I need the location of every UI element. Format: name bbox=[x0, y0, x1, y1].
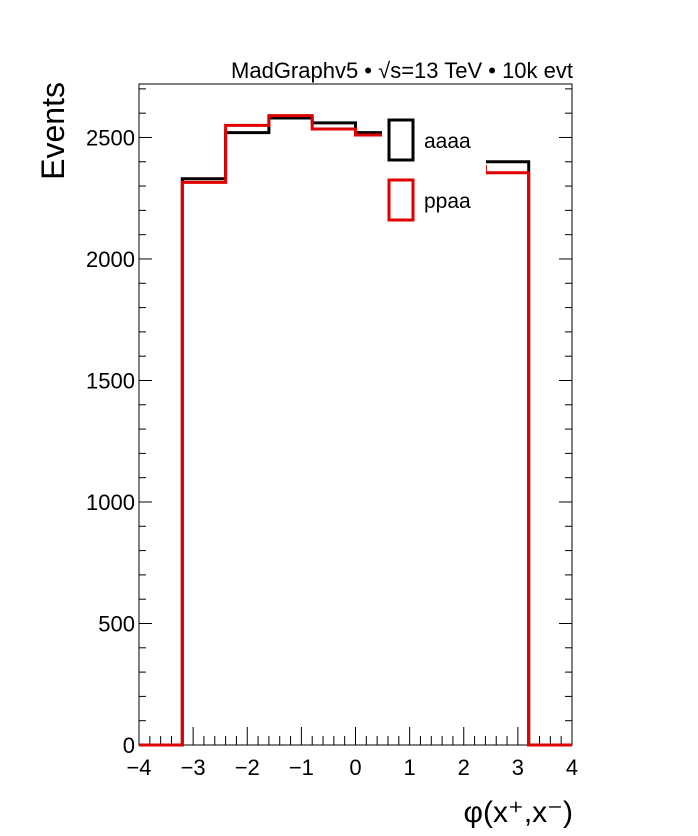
x-tick-label: −1 bbox=[289, 755, 314, 780]
chart-header: MadGraphv5 • √s=13 TeV • 10k evt bbox=[231, 58, 573, 83]
y-tick-label: 1500 bbox=[86, 368, 135, 393]
x-tick-label: −3 bbox=[181, 755, 206, 780]
y-tick-label: 500 bbox=[98, 611, 135, 636]
y-axis-title: Events bbox=[35, 82, 71, 180]
y-tick-label: 2500 bbox=[86, 125, 135, 150]
legend-label-ppaa: ppaa bbox=[424, 190, 471, 213]
x-tick-label: −2 bbox=[235, 755, 260, 780]
y-tick-label: 1000 bbox=[86, 490, 135, 515]
x-tick-label: 4 bbox=[566, 755, 578, 780]
series-ppaa-line bbox=[139, 114, 572, 747]
x-tick-label: 0 bbox=[349, 755, 361, 780]
legend-swatch-aaaa bbox=[387, 118, 415, 162]
legend: aaaa ppaa bbox=[382, 112, 486, 230]
legend-label-aaaa: aaaa bbox=[424, 130, 471, 153]
x-tick-label: 3 bbox=[512, 755, 524, 780]
y-tick-label: 0 bbox=[123, 733, 135, 758]
y-tick-label: 2000 bbox=[86, 247, 135, 272]
legend-swatch-ppaa bbox=[387, 178, 415, 222]
legend-box-bg bbox=[382, 112, 486, 230]
x-tick-label: 1 bbox=[404, 755, 416, 780]
y-tick-labels: 0 500 1000 1500 2000 2500 bbox=[86, 125, 135, 758]
x-tick-label: 2 bbox=[458, 755, 470, 780]
x-tick-labels: −4 −3 −2 −1 0 1 2 3 4 bbox=[126, 755, 578, 780]
x-tick-label: −4 bbox=[126, 755, 151, 780]
series-aaaa-line bbox=[139, 116, 572, 747]
axis-ticks bbox=[138, 88, 573, 746]
x-axis-title: φ(x⁺,x⁻) bbox=[464, 796, 573, 829]
series-group bbox=[139, 114, 572, 747]
